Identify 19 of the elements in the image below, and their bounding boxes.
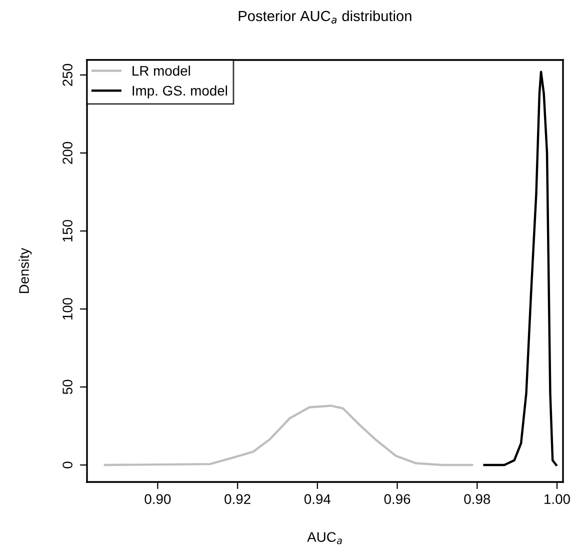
legend-label: LR model — [132, 66, 190, 76]
line-series — [483, 70, 558, 466]
x-tick-label: 0.98 — [464, 494, 490, 504]
x-axis-title: AUC$_{a}$ — [307, 532, 342, 544]
x-tick-label: 0.94 — [304, 494, 331, 504]
x-tick-label: 0.90 — [144, 494, 171, 504]
legend-label: Imp. GS. model — [132, 85, 227, 98]
y-tick-label: 50 — [62, 380, 72, 394]
y-tick-label: 250 — [62, 64, 72, 86]
y-tick-label: 0 — [62, 462, 72, 468]
line-series — [104, 404, 474, 466]
x-tick-label: 0.92 — [224, 494, 250, 504]
x-tick-label: 0.96 — [384, 494, 410, 504]
x-tick-label: 1.00 — [544, 494, 570, 504]
chart-title: Posterior AUC$_{a}$ distribution — [238, 10, 412, 24]
y-tick-label: 200 — [62, 142, 72, 164]
y-tick-label: 100 — [62, 298, 72, 320]
y-axis-title: Density — [18, 248, 32, 294]
y-tick-label: 150 — [62, 220, 72, 242]
